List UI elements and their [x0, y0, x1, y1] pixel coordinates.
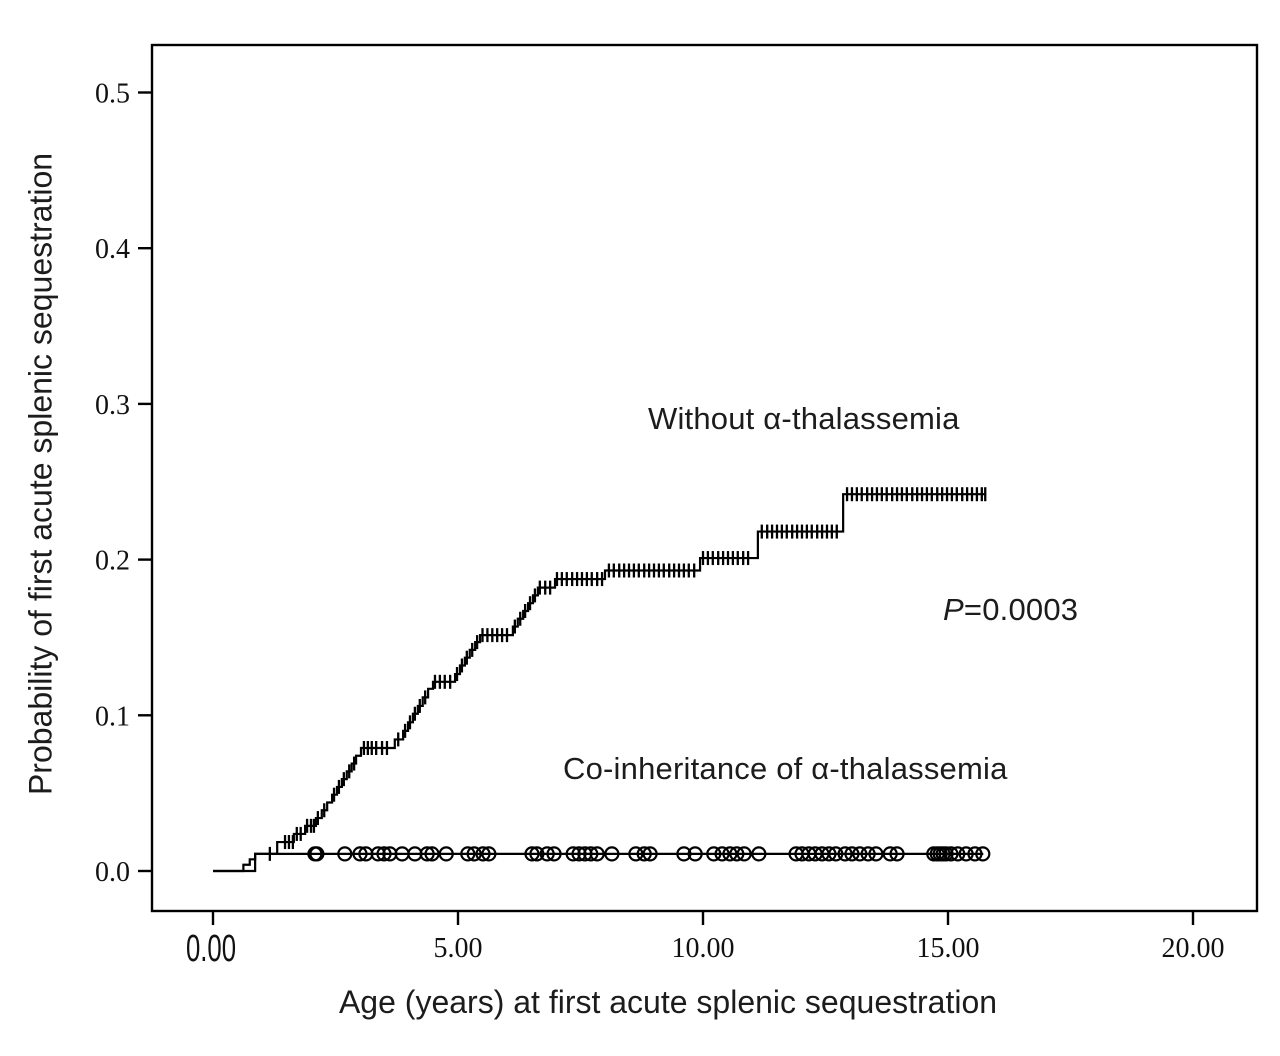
censor-circle [837, 846, 853, 862]
censor-circle [309, 846, 325, 862]
censor-circle [475, 846, 491, 862]
y-axis-title: Probability of first acute splenic seque… [22, 152, 59, 796]
censor-circle [589, 846, 605, 862]
censor-circle [628, 846, 644, 862]
censor-circle [860, 846, 876, 862]
censor-circle [376, 846, 392, 862]
x-tick-label: 20.00 [1162, 933, 1225, 964]
censor-circle [424, 846, 440, 862]
censor-circle [868, 846, 884, 862]
y-tick-label: 0.0 [95, 857, 130, 888]
censor-circle [676, 846, 692, 862]
censor-circle [481, 846, 497, 862]
y-tick-label: 0.4 [95, 234, 130, 265]
censor-circle [975, 846, 991, 862]
censor-circle [604, 846, 620, 862]
x-axis-title: Age (years) at first acute splenic seque… [338, 984, 998, 1020]
plot-border [150, 43, 1259, 913]
censor-circle [642, 846, 658, 862]
censor-circle [524, 846, 540, 862]
censor-circle [529, 846, 545, 862]
censor-circle [438, 846, 454, 862]
censor-circle [714, 846, 730, 862]
censor-circle [419, 846, 435, 862]
p-value-symbol: P [943, 592, 964, 627]
censor-circle [571, 846, 587, 862]
censor-circle [852, 846, 868, 862]
censor-circle [583, 846, 599, 862]
censor-circle [821, 846, 837, 862]
x-tick-label: 15.00 [917, 933, 980, 964]
censor-circle [751, 846, 767, 862]
km-step-curve-co-inheritance [213, 852, 984, 873]
censor-circle [938, 846, 954, 862]
censor-circle [565, 846, 581, 862]
censor-circle [706, 846, 722, 862]
censor-circle [539, 846, 555, 862]
label-without-thalassemia: Without α-thalassemia [648, 401, 960, 436]
censor-circle [889, 846, 905, 862]
censor-circle [844, 846, 860, 862]
y-tick-label: 0.2 [95, 546, 130, 577]
censor-circle [636, 846, 652, 862]
censor-circle [950, 846, 966, 862]
label-co-inheritance-thalassemia: Co-inheritance of α-thalassemia [563, 751, 1008, 786]
censor-circle [943, 846, 959, 862]
x-tick-label: 5.00 [434, 933, 483, 964]
censor-circle [882, 846, 898, 862]
censor-circle [722, 846, 738, 862]
y-tick-label: 0.3 [95, 390, 130, 421]
x-tick-label-origin-group: 0.00 [186, 926, 236, 969]
p-value-number: =0.0003 [963, 592, 1079, 627]
x-tick-label: 0.00 [186, 926, 236, 969]
y-tick-label: 0.1 [95, 701, 130, 732]
censor-circle [958, 846, 974, 862]
x-tick-label: 10.00 [672, 933, 735, 964]
censor-circle [967, 846, 983, 862]
censor-circle [352, 846, 368, 862]
km-step-curve-without [213, 493, 987, 873]
censor-circle [370, 846, 386, 862]
p-value-label: P=0.0003 [943, 592, 1078, 628]
censor-circle [828, 846, 844, 862]
censor-circle [466, 846, 482, 862]
censor-circle [736, 846, 752, 862]
censor-circle [729, 846, 745, 862]
y-tick-label: 0.5 [95, 79, 130, 110]
censor-circle [460, 846, 476, 862]
censor-circle [687, 846, 703, 862]
censor-circle [337, 846, 353, 862]
censor-circle [546, 846, 562, 862]
